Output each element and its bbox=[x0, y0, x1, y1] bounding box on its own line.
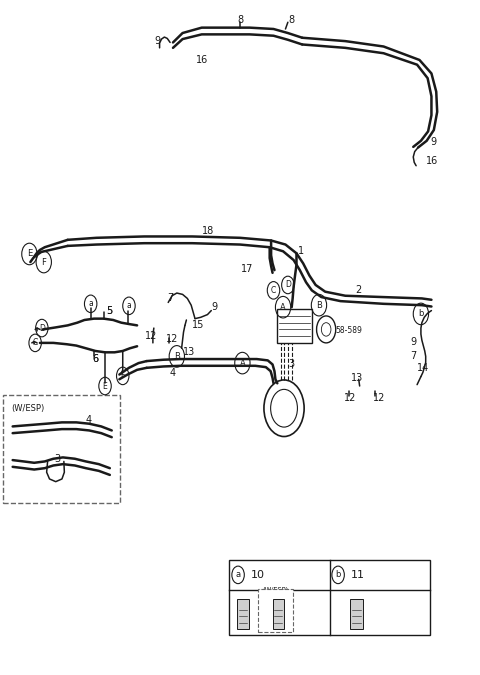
FancyBboxPatch shape bbox=[237, 599, 249, 628]
Text: 14: 14 bbox=[417, 363, 429, 373]
Text: 3: 3 bbox=[288, 360, 294, 369]
Text: b: b bbox=[336, 570, 341, 579]
Text: D: D bbox=[39, 323, 45, 333]
Text: 12: 12 bbox=[373, 393, 385, 403]
Text: C: C bbox=[271, 286, 276, 295]
Text: 12: 12 bbox=[166, 334, 179, 344]
Text: 13: 13 bbox=[182, 347, 195, 356]
Text: 6: 6 bbox=[93, 354, 99, 364]
Text: (W/ESP): (W/ESP) bbox=[262, 586, 288, 593]
Text: 6: 6 bbox=[93, 354, 99, 364]
Text: B: B bbox=[316, 300, 322, 310]
Text: C: C bbox=[33, 338, 38, 348]
Text: 8: 8 bbox=[237, 15, 243, 24]
Text: a: a bbox=[88, 299, 93, 308]
Text: 16: 16 bbox=[426, 156, 438, 166]
Text: 1: 1 bbox=[299, 246, 304, 256]
Bar bbox=[229, 560, 430, 635]
Text: F: F bbox=[120, 371, 125, 381]
Text: 9: 9 bbox=[211, 302, 217, 313]
Text: 16: 16 bbox=[196, 55, 208, 65]
Text: 5: 5 bbox=[106, 306, 112, 315]
Text: b: b bbox=[418, 309, 424, 319]
Text: 7: 7 bbox=[167, 294, 173, 304]
FancyBboxPatch shape bbox=[258, 589, 293, 632]
Text: F: F bbox=[41, 258, 46, 267]
Text: 11: 11 bbox=[351, 570, 365, 580]
Text: E: E bbox=[27, 250, 32, 259]
Text: 8: 8 bbox=[288, 15, 295, 24]
Text: 9: 9 bbox=[410, 337, 417, 346]
Text: A: A bbox=[240, 358, 245, 368]
Text: 4: 4 bbox=[169, 367, 175, 377]
FancyBboxPatch shape bbox=[2, 396, 120, 503]
Text: 12: 12 bbox=[344, 393, 357, 403]
Text: A: A bbox=[280, 302, 286, 312]
Text: 10: 10 bbox=[251, 570, 265, 580]
Text: 2: 2 bbox=[355, 286, 361, 296]
Text: (W/ESP): (W/ESP) bbox=[11, 404, 45, 413]
Text: 7: 7 bbox=[410, 352, 417, 361]
Text: 13: 13 bbox=[351, 373, 363, 383]
Text: B: B bbox=[174, 352, 180, 361]
Text: a: a bbox=[127, 301, 132, 310]
Text: 12: 12 bbox=[145, 331, 157, 341]
Text: 17: 17 bbox=[241, 264, 253, 274]
Text: 18: 18 bbox=[202, 226, 214, 236]
Text: 58-589: 58-589 bbox=[336, 326, 362, 335]
Text: D: D bbox=[285, 280, 291, 290]
Text: 5: 5 bbox=[106, 306, 112, 315]
Text: 9: 9 bbox=[431, 137, 437, 147]
Text: 9: 9 bbox=[155, 36, 161, 46]
Text: 4: 4 bbox=[86, 414, 92, 425]
Text: a: a bbox=[236, 570, 240, 579]
Text: 3: 3 bbox=[54, 454, 60, 464]
FancyBboxPatch shape bbox=[350, 599, 362, 628]
Text: E: E bbox=[103, 381, 108, 391]
FancyBboxPatch shape bbox=[273, 599, 284, 628]
Bar bbox=[277, 309, 312, 343]
Text: 15: 15 bbox=[192, 320, 204, 329]
